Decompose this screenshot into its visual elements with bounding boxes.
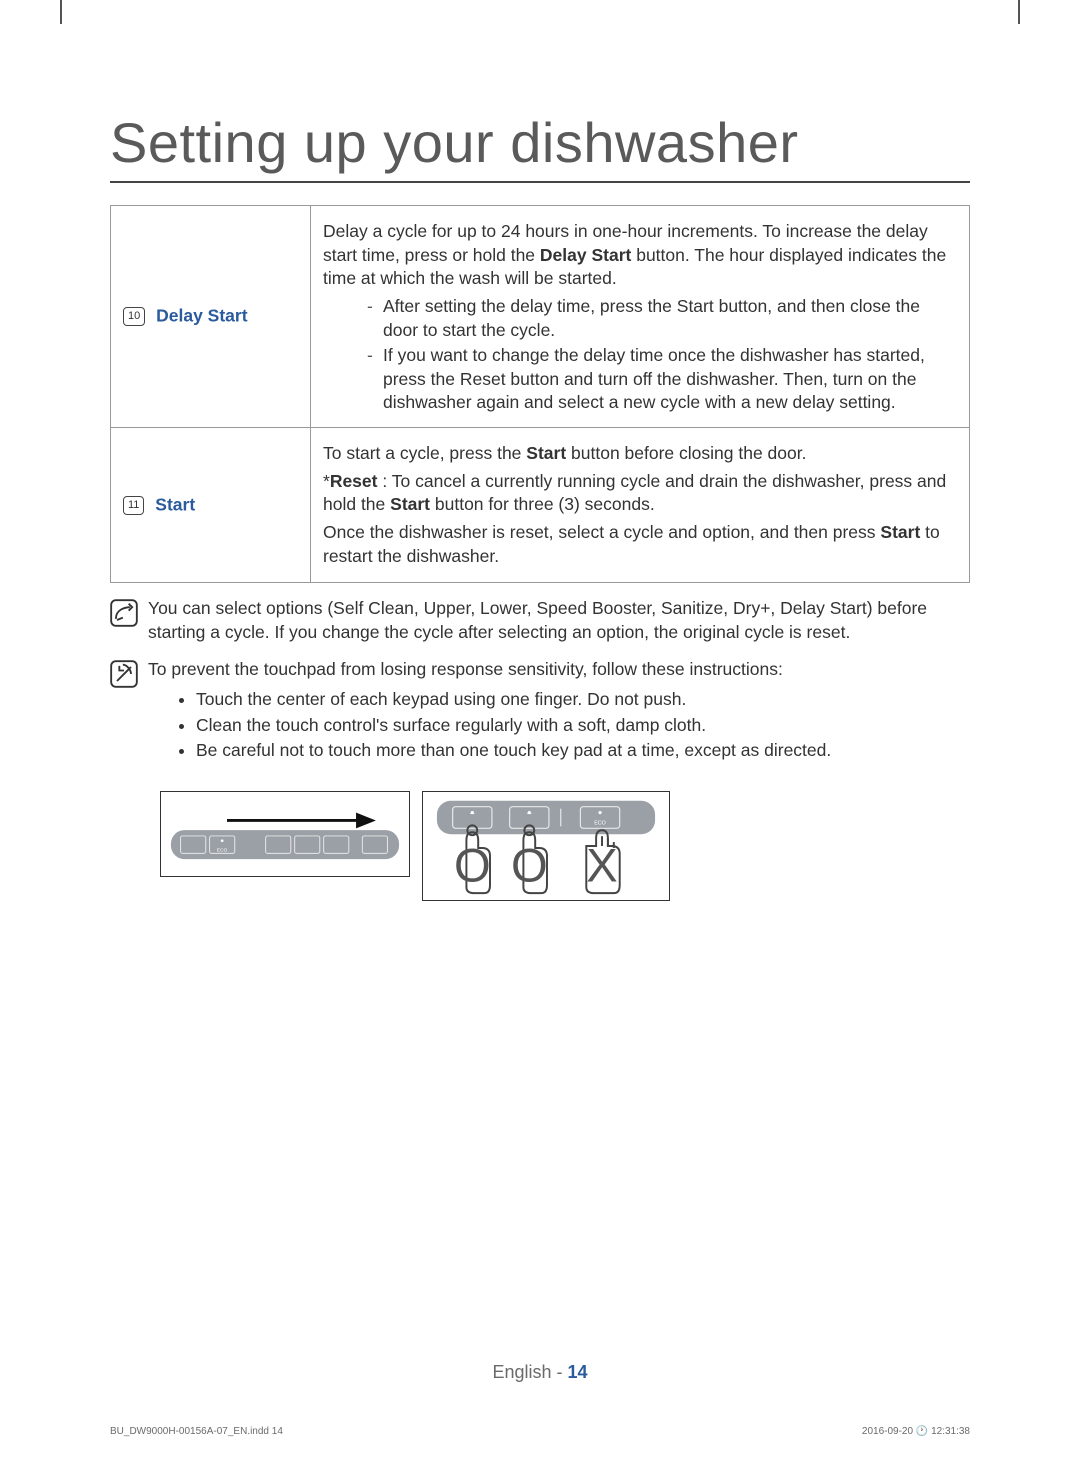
print-meta-left: BU_DW9000H-00156A-07_EN.indd 14: [110, 1426, 283, 1437]
table-row: 10 Delay Start Delay a cycle for up to 2…: [111, 206, 970, 428]
print-meta-right: 2016-09-20 🕐 12:31:38: [862, 1426, 970, 1437]
features-table: 10 Delay Start Delay a cycle for up to 2…: [110, 205, 970, 583]
page-footer: English - 14: [0, 1362, 1080, 1383]
svg-text:O: O: [511, 838, 548, 891]
feature-item: After setting the delay time, press the …: [383, 295, 957, 342]
feature-description: To start a cycle, press the Start button…: [311, 428, 970, 583]
feature-para: To start a cycle, press the Start button…: [323, 442, 957, 466]
feature-intro: Delay a cycle for up to 24 hours in one-…: [323, 220, 957, 291]
feature-para: *Reset : To cancel a currently running c…: [323, 470, 957, 517]
footer-language: English: [492, 1362, 551, 1382]
feature-para: Once the dishwasher is reset, select a c…: [323, 521, 957, 568]
feature-label-cell: 10 Delay Start: [111, 206, 311, 428]
touchpad-diagram: ECO ECO: [160, 791, 970, 901]
feature-item: If you want to change the delay time onc…: [383, 344, 957, 415]
note-bullet-list: Touch the center of each keypad using on…: [148, 688, 970, 763]
table-row: 11 Start To start a cycle, press the Sta…: [111, 428, 970, 583]
footer-page-number: 14: [568, 1362, 588, 1382]
note-bullet: Be careful not to touch more than one to…: [196, 739, 970, 763]
page-content: Setting up your dishwasher 10 Delay Star…: [0, 0, 1080, 901]
feature-label-cell: 11 Start: [111, 428, 311, 583]
svg-text:ECO: ECO: [217, 847, 228, 853]
note-block: To prevent the touchpad from losing resp…: [110, 658, 970, 765]
note-text: You can select options (Self Clean, Uppe…: [148, 597, 970, 644]
control-panel-illustration: ECO: [160, 791, 410, 877]
svg-text:O: O: [454, 838, 491, 891]
note-block: You can select options (Self Clean, Uppe…: [110, 597, 970, 644]
note-intro: To prevent the touchpad from losing resp…: [148, 658, 970, 682]
feature-number-badge: 11: [123, 496, 144, 515]
feature-name: Start: [155, 495, 195, 515]
note-icon: [110, 599, 138, 627]
page-title: Setting up your dishwasher: [110, 110, 970, 183]
touch-guidance-illustration: ECO O O X: [422, 791, 670, 901]
note-bullet: Clean the touch control's surface regula…: [196, 714, 970, 738]
note-bullet: Touch the center of each keypad using on…: [196, 688, 970, 712]
feature-description: Delay a cycle for up to 24 hours in one-…: [311, 206, 970, 428]
svg-text:X: X: [586, 838, 617, 891]
feature-name: Delay Start: [156, 306, 247, 326]
svg-text:ECO: ECO: [594, 820, 606, 826]
caution-icon: [110, 660, 138, 688]
feature-number-badge: 10: [123, 307, 145, 326]
